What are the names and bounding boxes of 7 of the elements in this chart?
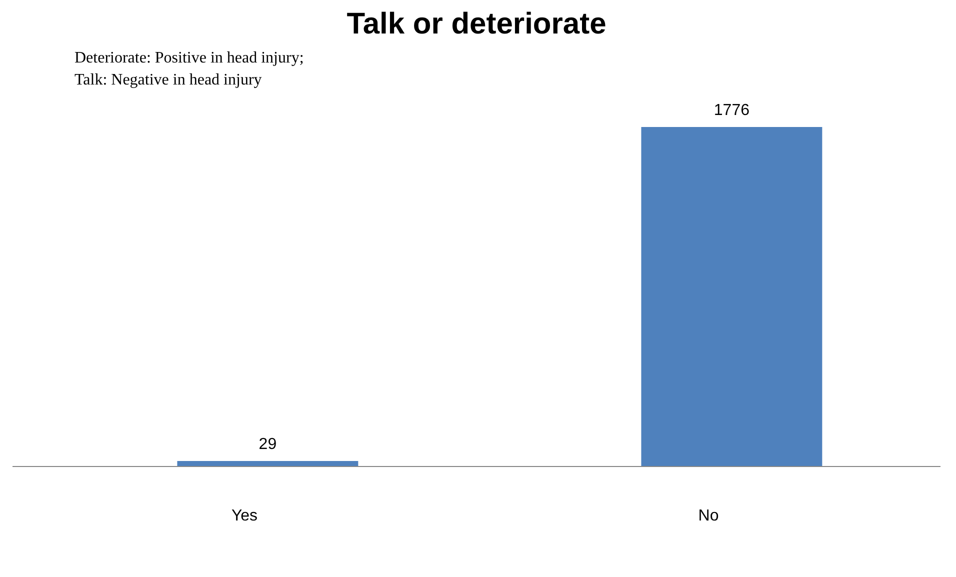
text: Deteriorate: Positive in head injury;: [74, 50, 304, 66]
x-tick-label: No: [698, 508, 719, 524]
chart-title: Talk or deteriorate: [346, 8, 606, 40]
data-label: 29: [258, 436, 277, 453]
data-label: 1776: [714, 102, 750, 119]
text: Talk: Negative in head injury: [74, 72, 262, 88]
x-tick-label: Yes: [231, 508, 258, 524]
